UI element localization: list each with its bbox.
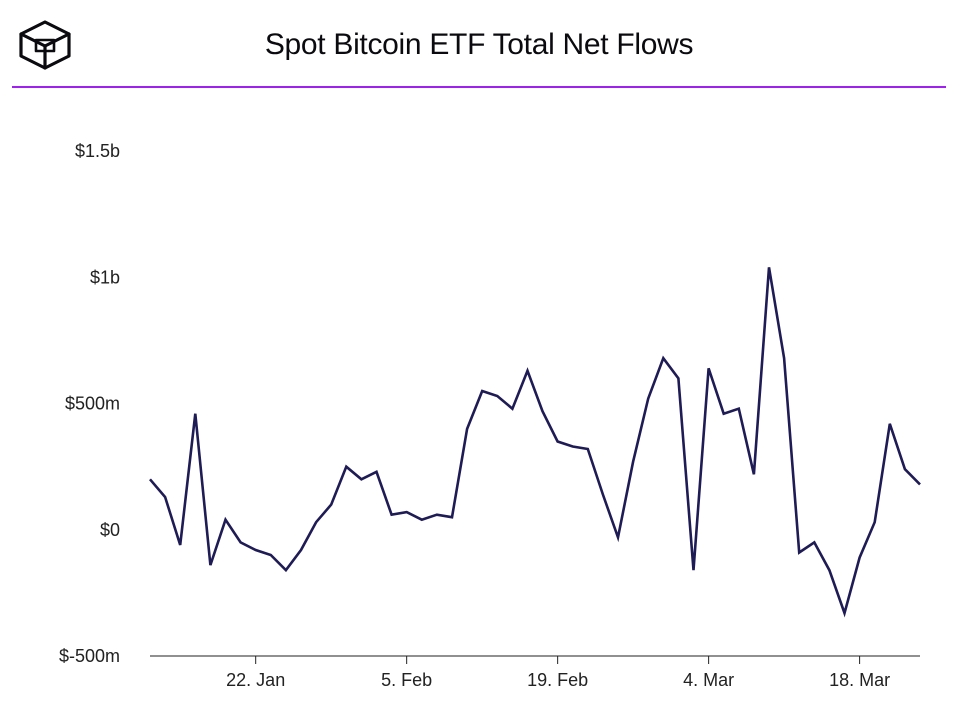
svg-text:$500m: $500m — [65, 394, 120, 414]
svg-text:$1.5b: $1.5b — [75, 141, 120, 161]
line-chart: $-500m $0 $500m $1b $1.5b 22. Jan 5. Feb 19. Fe… — [0, 96, 958, 706]
cube-logo-icon — [14, 18, 76, 72]
svg-text:5. Feb: 5. Feb — [381, 670, 432, 690]
chart-container: Spot Bitcoin ETF Total Net Flows $-500m$… — [0, 0, 958, 708]
svg-text:19. Feb: 19. Feb — [527, 670, 588, 690]
header-divider — [12, 86, 946, 88]
header: Spot Bitcoin ETF Total Net Flows — [0, 0, 958, 86]
svg-text:22. Jan: 22. Jan — [226, 670, 285, 690]
svg-text:18. Mar: 18. Mar — [829, 670, 890, 690]
svg-text:$-500m: $-500m — [59, 646, 120, 666]
svg-text:$0: $0 — [100, 520, 120, 540]
svg-text:$1b: $1b — [90, 267, 120, 287]
logo — [14, 18, 82, 72]
chart-title: Spot Bitcoin ETF Total Net Flows — [82, 28, 944, 62]
chart-area: $-500m $0 $500m $1b $1.5b 22. Jan 5. Feb 19. Fe… — [0, 96, 958, 706]
svg-text:4. Mar: 4. Mar — [683, 670, 734, 690]
